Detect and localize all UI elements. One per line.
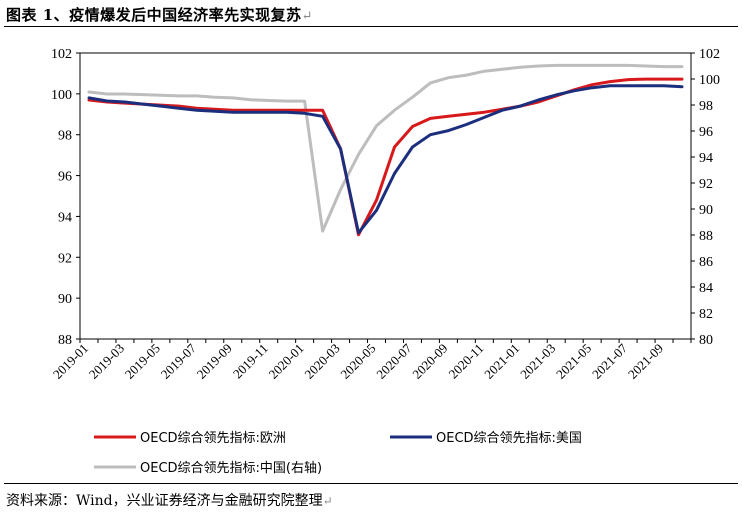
source-note: 资料来源：Wind，兴业证券经济与金融研究院整理↵	[6, 490, 333, 510]
series-line-1	[87, 84, 684, 235]
return-mark: ↵	[301, 9, 314, 24]
left-tick-label: 92	[58, 251, 72, 266]
x-tick-label: 2020-09	[409, 341, 450, 382]
right-tick-label: 80	[699, 333, 713, 348]
x-tick-label: 2020-05	[337, 341, 378, 382]
right-tick-label: 102	[699, 47, 720, 62]
bottom-rule	[4, 483, 738, 484]
source-text: 资料来源：Wind，兴业证券经济与金融研究院整理	[6, 493, 323, 509]
x-tick-label: 2021-03	[517, 341, 558, 382]
source-return-mark: ↵	[322, 494, 333, 508]
right-tick-label: 88	[699, 229, 713, 244]
x-tick-label: 2021-01	[481, 341, 522, 382]
left-tick-label: 96	[58, 170, 72, 185]
x-tick-label: 2019-09	[194, 341, 235, 382]
legend-label-0: OECD综合领先指标:欧洲	[140, 431, 286, 446]
x-tick-label: 2020-11	[446, 341, 487, 382]
right-tick-label: 96	[699, 125, 713, 140]
top-rule	[4, 26, 738, 27]
right-tick-label: 94	[699, 151, 713, 166]
legend-label-1: OECD综合领先指标:美国	[436, 431, 582, 446]
left-tick-label: 102	[51, 47, 72, 62]
x-tick-label: 2021-09	[625, 341, 666, 382]
series-line-2	[87, 63, 684, 233]
x-tick-label: 2021-07	[589, 340, 631, 382]
left-tick-label: 90	[58, 292, 72, 307]
x-tick-label: 2019-07	[158, 340, 200, 382]
series-line-0	[87, 77, 684, 237]
right-tick-label: 86	[699, 255, 713, 270]
right-tick-label: 92	[699, 177, 713, 192]
legend-label-2: OECD综合领先指标:中国(右轴)	[140, 461, 322, 476]
right-tick-label: 84	[699, 281, 713, 296]
right-axis: 80 82 84 86 88 90 92 94 96 98 100 102	[691, 47, 720, 348]
series-layer	[87, 63, 684, 237]
chart-title: 图表 1、疫情爆发后中国经济率先实现复苏↵	[6, 4, 313, 25]
left-axis: 88 90 92 94 96 98 100 102	[51, 47, 80, 348]
right-tick-label: 82	[699, 307, 713, 322]
x-tick-label: 2020-01	[265, 341, 306, 382]
right-tick-label: 90	[699, 203, 713, 218]
legend: OECD综合领先指标:欧洲 OECD综合领先指标:美国 OECD综合领先指标:中国(…	[94, 431, 582, 476]
left-tick-label: 98	[58, 129, 72, 144]
x-tick-label: 2019-03	[86, 341, 127, 382]
x-tick-label: 2020-03	[301, 341, 342, 382]
left-tick-label: 100	[51, 88, 72, 103]
x-tick-label: 2021-05	[553, 341, 594, 382]
x-axis: 2019-012019-032019-052019-072019-092019-…	[50, 339, 692, 382]
x-tick-label: 2019-05	[122, 341, 163, 382]
right-tick-label: 98	[699, 99, 713, 114]
x-tick-label: 2020-07	[373, 340, 415, 382]
left-tick-label: 94	[58, 210, 72, 225]
left-tick-label: 88	[58, 333, 72, 348]
chart-title-text: 图表 1、疫情爆发后中国经济率先实现复苏	[6, 6, 302, 24]
x-tick-label: 2019-11	[230, 341, 271, 382]
right-tick-label: 100	[699, 73, 720, 88]
